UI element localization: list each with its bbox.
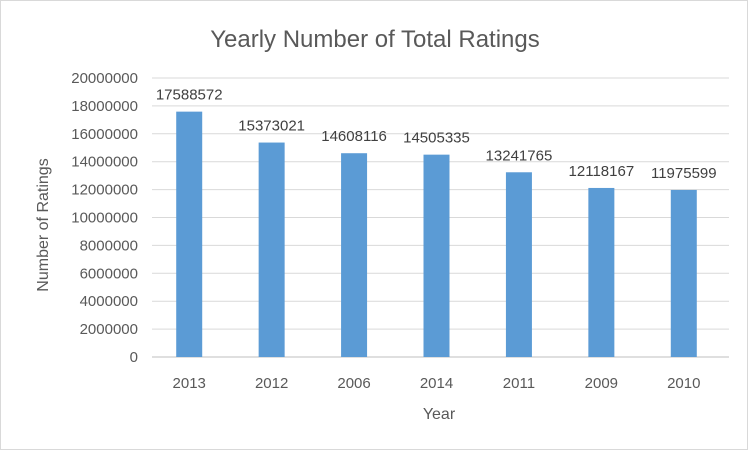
y-tick-label: 8000000 (80, 237, 138, 254)
data-label-2013: 17588572 (156, 87, 223, 104)
y-tick-label: 6000000 (80, 265, 138, 282)
bar-2006 (341, 153, 368, 357)
y-tick-label: 2000000 (80, 321, 138, 338)
y-tick-label: 20000000 (71, 70, 138, 87)
x-axis-ticks: 2013 2012 2006 2014 2011 2009 2010 (173, 375, 701, 392)
x-tick-label-2010: 2010 (667, 375, 700, 392)
bar-2011 (505, 172, 532, 357)
bar-2013 (176, 111, 203, 357)
chart-title: Yearly Number of Total Ratings (210, 26, 540, 53)
bar-2010 (670, 189, 697, 357)
bar-2014 (423, 154, 450, 357)
data-label-2012: 15373021 (238, 118, 305, 135)
x-axis-title: Year (423, 406, 456, 423)
data-label-2014: 14505335 (403, 130, 470, 147)
x-tick-label-2013: 2013 (173, 375, 206, 392)
y-tick-label: 16000000 (71, 126, 138, 143)
y-axis-title: Number of Ratings (35, 158, 52, 291)
y-tick-label: 14000000 (71, 154, 138, 171)
x-tick-label-2012: 2012 (255, 375, 288, 392)
bars (176, 111, 697, 357)
y-tick-label: 4000000 (80, 293, 138, 310)
y-tick-label: 0 (130, 349, 138, 366)
data-label-2006: 14608116 (321, 128, 387, 145)
y-tick-label: 12000000 (71, 182, 138, 199)
data-label-2011: 13241765 (486, 147, 553, 164)
x-tick-label-2014: 2014 (420, 375, 453, 392)
y-tick-label: 10000000 (71, 210, 138, 227)
y-axis-ticks: 0 2000000 4000000 6000000 8000000 10000000 120… (71, 70, 138, 366)
bar-2009 (588, 187, 615, 357)
data-label-2009: 12118167 (569, 163, 635, 180)
data-labels: 17588572 15373021 14608116 14505335 13241765… (156, 87, 717, 182)
x-tick-label-2011: 2011 (503, 375, 535, 392)
y-tick-label: 18000000 (71, 98, 138, 115)
x-tick-label-2009: 2009 (585, 375, 618, 392)
x-tick-label-2006: 2006 (337, 375, 370, 392)
data-label-2010: 11975599 (651, 165, 717, 182)
bar-2012 (258, 142, 285, 357)
